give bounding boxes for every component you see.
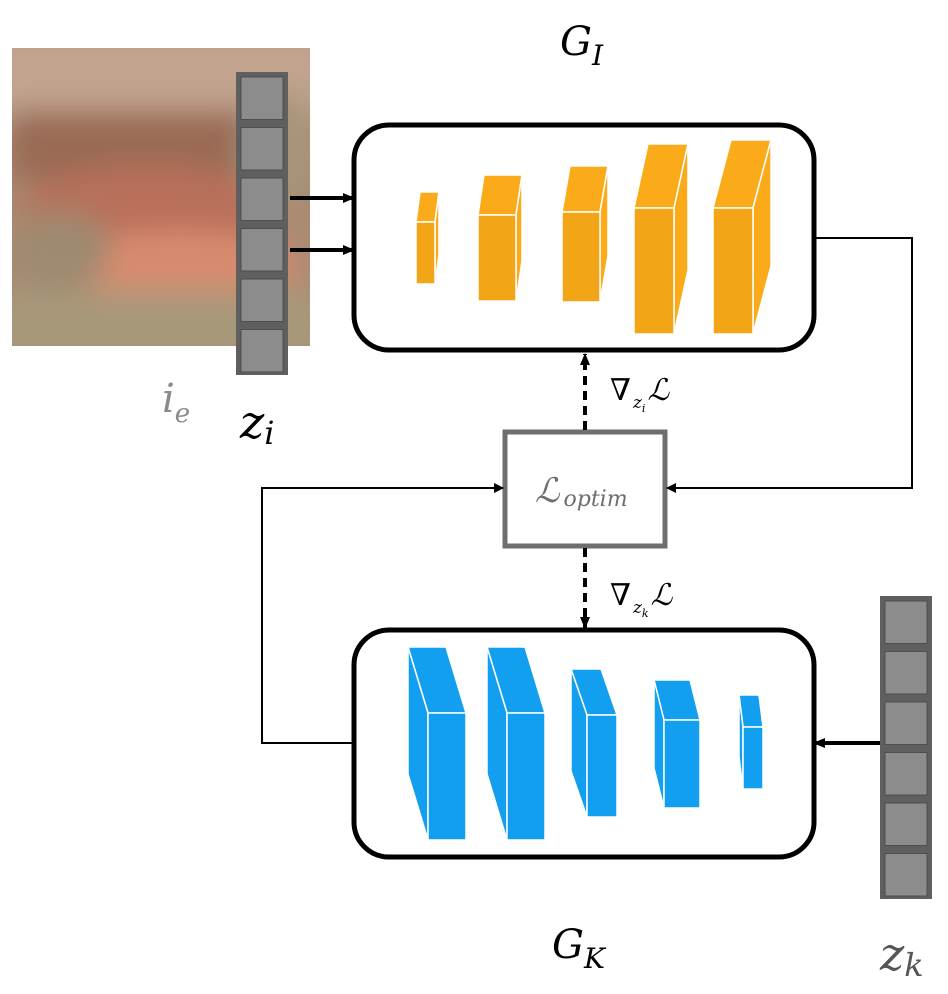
label-generator-kernel: GK [552,922,607,975]
latent-cell [240,278,284,322]
latent-vector-zk [880,596,932,899]
layer-top-face [477,174,523,216]
latent-vector-zi [236,72,288,375]
layer-front-face [663,719,701,809]
latent-cell [884,600,928,644]
loss-box [502,429,668,549]
layer-front-face [477,214,517,302]
layer-front-face [415,221,436,285]
layer-front-face [506,712,546,841]
latent-cell [884,802,928,846]
layer-front-face [561,211,601,303]
arrow-gk-to-loss [261,483,504,744]
label-input-image: ie [162,376,190,429]
layer-front-face [742,726,764,790]
latent-cell [240,177,284,221]
latent-cell [240,329,284,373]
layer-front-face [633,207,675,335]
label-grad-kernel: ∇ zkℒ [610,578,674,620]
generator-kernel-layers [406,646,764,841]
layer-front-face [427,712,467,841]
latent-cell [884,701,928,745]
label-grad-image: ∇ ziℒ [610,373,670,415]
label-latent-zi: zi [239,395,274,452]
arrow-gi-to-loss [666,237,913,493]
latent-cell [240,127,284,171]
generator-image-layers [415,139,772,335]
latent-cell [884,853,928,897]
latent-cell [884,752,928,796]
layer-front-face [712,207,754,335]
label-generator-image: GI [560,19,604,72]
latent-cell [240,76,284,120]
latent-cell [884,651,928,695]
label-latent-zk: zk [879,927,924,984]
layer-front-face [586,714,618,818]
latent-cell [240,228,284,272]
